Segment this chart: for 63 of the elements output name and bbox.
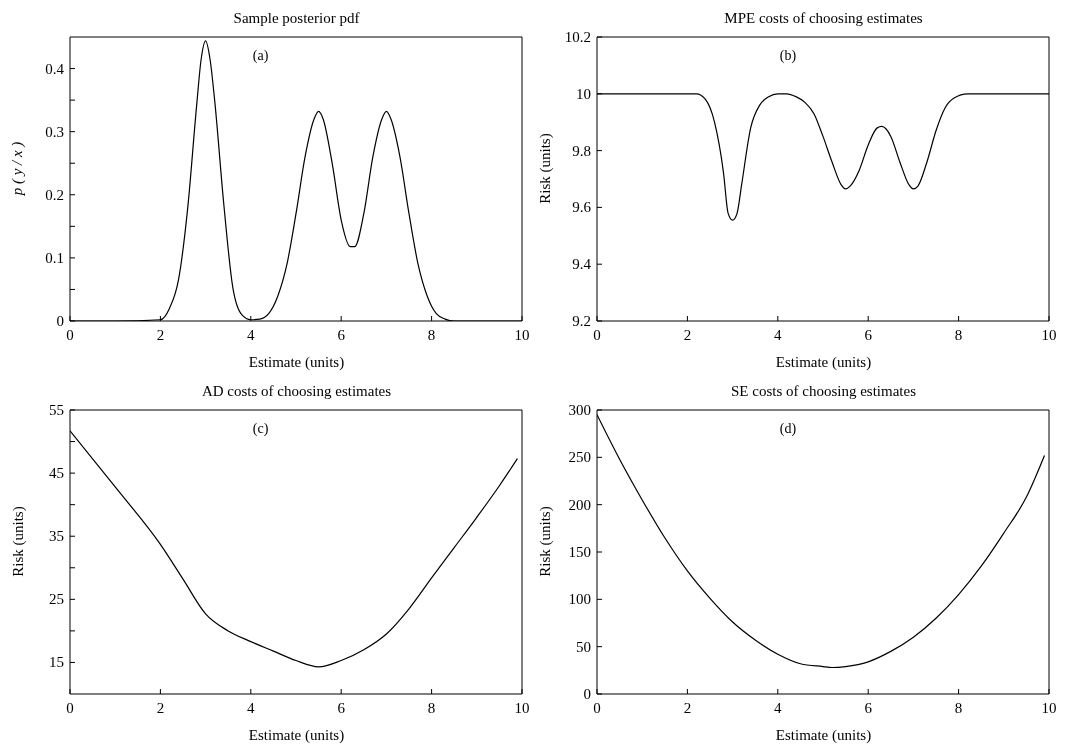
- y-axis-title: p ( y / x ): [9, 141, 27, 195]
- y-tick-label: 9.2: [572, 313, 591, 329]
- y-tick-label: 250: [568, 449, 591, 466]
- x-tick-label: 0: [66, 700, 74, 716]
- chart-title: SE costs of choosing estimates: [730, 383, 917, 400]
- x-tick-label: 2: [156, 327, 165, 343]
- y-axis-title: Risk (units): [536, 132, 554, 204]
- y-tick-label: 9.6: [572, 199, 591, 216]
- y-axis-title: Risk (units): [9, 505, 27, 577]
- y-tick-label: 9.8: [572, 142, 591, 159]
- annotation: (c): [252, 421, 269, 437]
- y-tick-label: 45: [49, 465, 64, 482]
- y-tick-label: 50: [576, 638, 591, 655]
- y-tick-label: 10.2: [564, 29, 591, 45]
- x-tick-label: 10: [1041, 327, 1057, 343]
- y-tick-label: 55: [49, 402, 64, 418]
- x-tick-label: 0: [593, 327, 601, 343]
- x-tick-label: 4: [774, 700, 782, 716]
- x-axis-title: Estimate (units): [247, 727, 346, 744]
- x-tick-label: 8: [954, 327, 963, 343]
- chart-title: MPE costs of choosing estimates: [723, 10, 924, 27]
- y-tick-label: 200: [568, 496, 591, 513]
- x-tick-label: 4: [774, 327, 782, 343]
- annotation: (a): [252, 48, 269, 64]
- annotation: (d): [779, 421, 797, 437]
- y-tick-label: 0: [56, 313, 64, 329]
- x-tick-label: 6: [864, 327, 872, 343]
- x-tick-label: 6: [337, 700, 345, 716]
- x-tick-label: 2: [683, 327, 692, 343]
- x-tick-label: 10: [1041, 700, 1057, 716]
- x-tick-label: 10: [514, 700, 530, 716]
- x-axis-title: Estimate (units): [247, 354, 346, 371]
- chart-title: Sample posterior pdf: [232, 10, 361, 27]
- x-tick-label: 2: [156, 700, 165, 716]
- x-axis-title: Estimate (units): [774, 727, 873, 744]
- x-tick-label: 0: [593, 700, 601, 716]
- y-tick-label: 10: [576, 85, 591, 102]
- y-tick-label: 300: [568, 402, 591, 418]
- y-tick-label: 0.1: [45, 249, 64, 266]
- y-axis-title: Risk (units): [536, 505, 554, 577]
- chart-title: AD costs of choosing estimates: [200, 383, 393, 400]
- x-tick-label: 2: [683, 700, 692, 716]
- x-tick-label: 0: [66, 327, 74, 343]
- annotation: (b): [779, 48, 797, 64]
- y-tick-label: 0.3: [45, 123, 64, 140]
- x-tick-label: 8: [427, 327, 436, 343]
- y-tick-label: 15: [49, 654, 64, 671]
- y-tick-label: 0.4: [45, 60, 64, 77]
- y-tick-label: 25: [49, 591, 64, 608]
- x-tick-label: 8: [954, 700, 963, 716]
- y-tick-label: 100: [568, 591, 591, 608]
- x-tick-label: 6: [864, 700, 872, 716]
- x-tick-label: 4: [247, 700, 255, 716]
- x-tick-label: 4: [247, 327, 255, 343]
- x-axis-title: Estimate (units): [774, 354, 873, 371]
- y-tick-label: 9.4: [572, 256, 591, 273]
- y-tick-label: 35: [49, 528, 64, 545]
- x-tick-label: 10: [514, 327, 530, 343]
- y-tick-label: 0.2: [45, 186, 64, 203]
- x-tick-label: 6: [337, 327, 345, 343]
- y-tick-label: 0: [583, 686, 591, 702]
- y-tick-label: 150: [568, 544, 591, 560]
- x-tick-label: 8: [427, 700, 436, 716]
